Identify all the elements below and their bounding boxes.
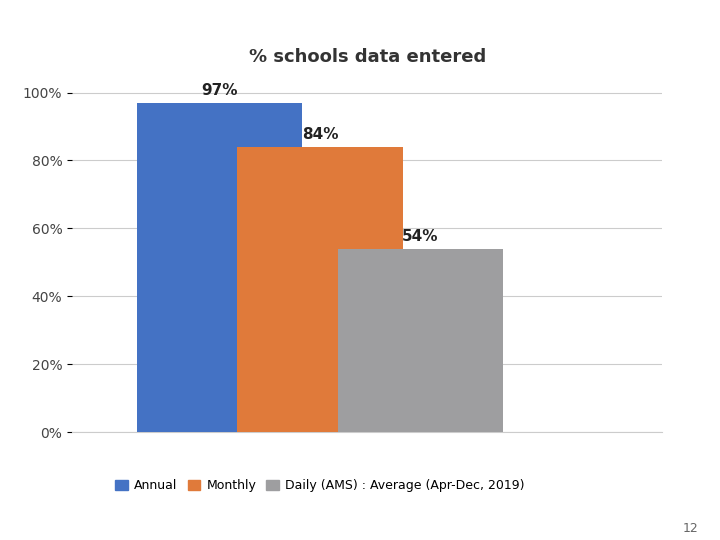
- Title: % schools data entered: % schools data entered: [248, 48, 486, 66]
- Text: 12: 12: [683, 522, 698, 535]
- Bar: [338, 249, 503, 432]
- Legend: Annual, Monthly, Daily (AMS) : Average (Apr-Dec, 2019): Annual, Monthly, Daily (AMS) : Average (…: [110, 474, 529, 497]
- Bar: [238, 147, 402, 432]
- Text: 54%: 54%: [402, 228, 438, 244]
- Text: 97%: 97%: [202, 83, 238, 98]
- Text: 84%: 84%: [302, 127, 338, 142]
- Text: Status of implementation of MIS & AMS: Status of implementation of MIS & AMS: [96, 11, 624, 35]
- Bar: [137, 103, 302, 432]
